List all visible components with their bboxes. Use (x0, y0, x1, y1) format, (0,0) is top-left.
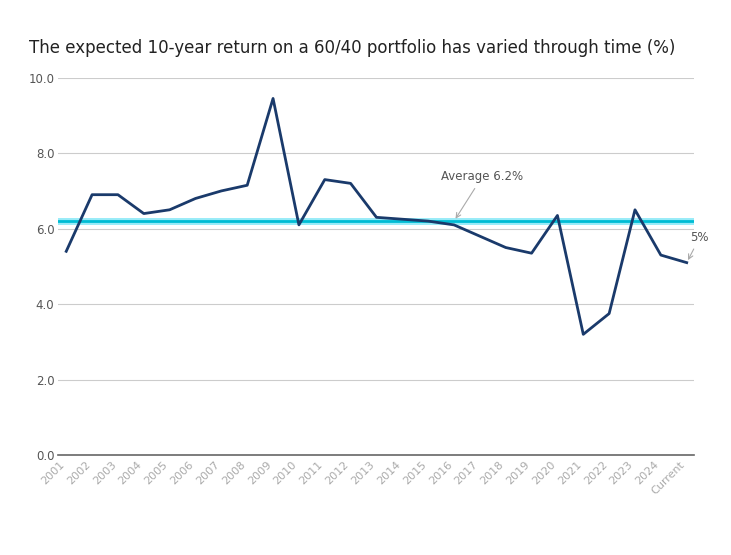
Text: 5%: 5% (689, 231, 709, 259)
Text: Source : Wellington 12/2024: Source : Wellington 12/2024 (542, 529, 709, 542)
Text: Average 6.2%: Average 6.2% (441, 170, 523, 218)
Text: The expected 10-year return on a 60/40 portfolio has varied through time (%): The expected 10-year return on a 60/40 p… (29, 39, 675, 57)
